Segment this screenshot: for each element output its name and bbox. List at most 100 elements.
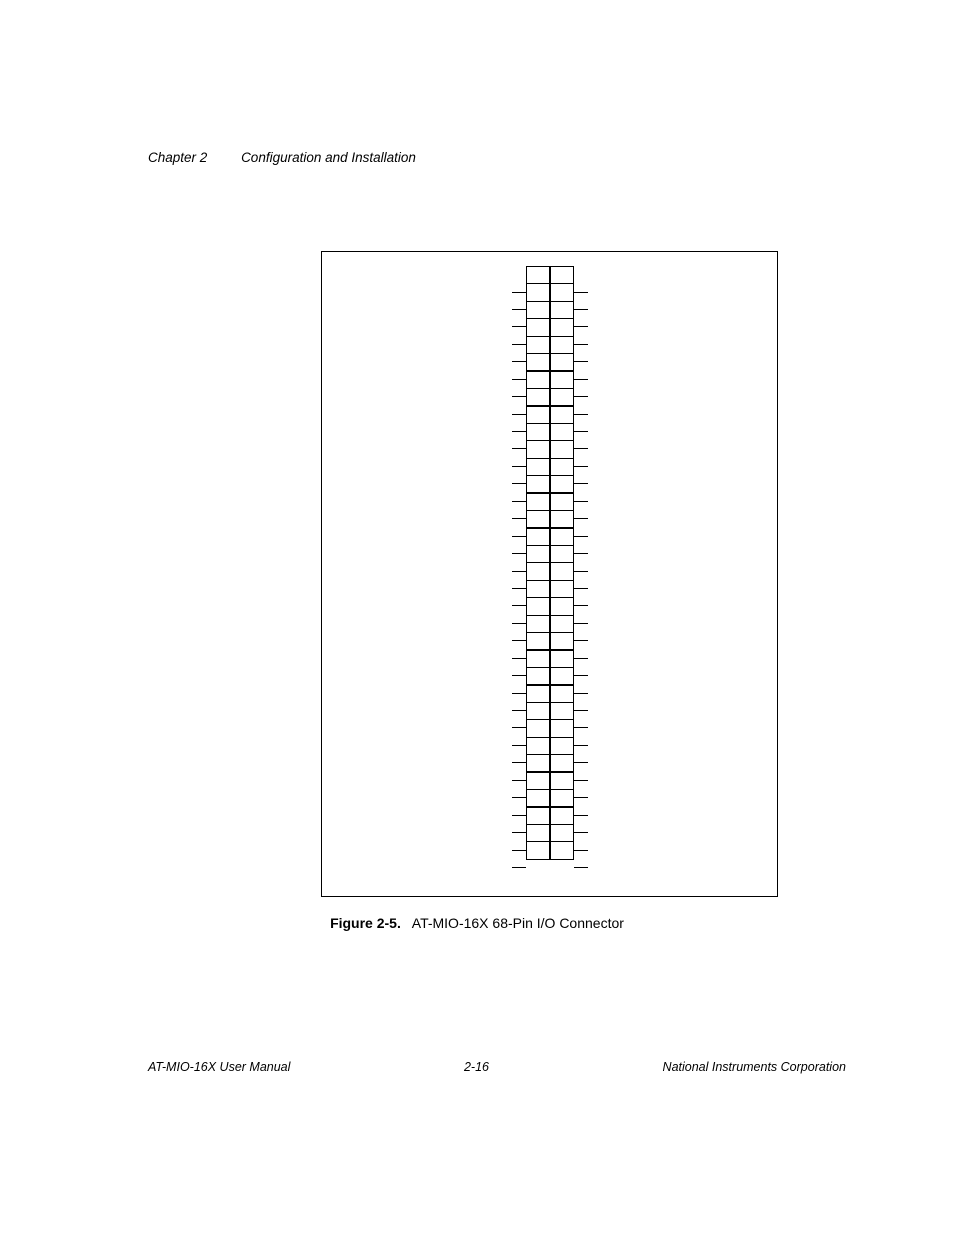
pin-cell [526, 510, 550, 528]
pin-stub-left [512, 379, 526, 397]
pin-stub-right [574, 536, 588, 554]
pin-stub-left [512, 431, 526, 449]
pin-stub-right [574, 693, 588, 711]
pin-cell [526, 528, 550, 546]
pin-cell [550, 458, 574, 476]
pin-cell [526, 632, 550, 650]
pin-stub-left [512, 832, 526, 850]
pin-cell [550, 493, 574, 511]
pin-stub-right [574, 274, 588, 292]
pin-cell [550, 283, 574, 301]
pin-cell [550, 388, 574, 406]
pin-stub-right [574, 344, 588, 362]
pin-cell [526, 283, 550, 301]
pin-cell [550, 353, 574, 371]
pin-cell [550, 841, 574, 859]
pin-stub-left [512, 449, 526, 467]
pin-stub-left [512, 606, 526, 624]
pin-cell [550, 719, 574, 737]
pin-stub-left [512, 693, 526, 711]
pin-stub-right [574, 763, 588, 781]
page-header: Chapter 2 Configuration and Installation [148, 150, 416, 165]
pin-cell [550, 562, 574, 580]
figure-caption-text: AT-MIO-16X 68-Pin I/O Connector [412, 915, 624, 931]
pin-cell [550, 597, 574, 615]
pin-stub-right [574, 414, 588, 432]
pin-cell [550, 615, 574, 633]
pin-cell [526, 545, 550, 563]
pin-stub-left [512, 327, 526, 345]
footer-left: AT-MIO-16X User Manual [148, 1060, 290, 1074]
pin-cell [526, 807, 550, 825]
pin-stub-right [574, 728, 588, 746]
pin-stub-right [574, 292, 588, 310]
pin-cell [526, 406, 550, 424]
pin-cell [526, 423, 550, 441]
pin-stub-left [512, 797, 526, 815]
pin-cell [526, 719, 550, 737]
pin-cell [526, 336, 550, 354]
pin-column-left [526, 266, 550, 868]
pin-cell [550, 789, 574, 807]
pin-cell [550, 336, 574, 354]
pin-stub-left [512, 780, 526, 798]
pin-stub-right [574, 518, 588, 536]
pin-cell [550, 754, 574, 772]
pin-stub-right [574, 780, 588, 798]
pin-cell [550, 423, 574, 441]
pin-stub-left [512, 815, 526, 833]
pin-cell [550, 772, 574, 790]
pin-stub-left [512, 850, 526, 868]
pin-cell [526, 353, 550, 371]
pin-stub-left [512, 553, 526, 571]
pin-cell [526, 371, 550, 389]
pin-stub-right [574, 850, 588, 868]
pin-cell [550, 737, 574, 755]
pin-cell [526, 475, 550, 493]
pin-cell [550, 824, 574, 842]
pin-cell [550, 510, 574, 528]
pin-stub-right [574, 623, 588, 641]
connector-diagram [322, 266, 777, 868]
pin-stub-left [512, 501, 526, 519]
pin-cell [526, 841, 550, 859]
pin-cell [526, 562, 550, 580]
figure-frame [321, 251, 778, 897]
pin-cell [550, 667, 574, 685]
pin-stub-right [574, 815, 588, 833]
pin-stub-right [574, 466, 588, 484]
pin-cell [526, 580, 550, 598]
footer-center: 2-16 [464, 1060, 489, 1074]
pin-stub-right [574, 797, 588, 815]
pin-stub-right [574, 658, 588, 676]
pin-cell [526, 754, 550, 772]
pin-cell [550, 528, 574, 546]
pin-stub-right [574, 396, 588, 414]
pin-cell [550, 545, 574, 563]
pin-stub-right [574, 362, 588, 380]
pin-stub-left [512, 484, 526, 502]
pin-cell [550, 807, 574, 825]
pin-cell [550, 685, 574, 703]
pin-cell [526, 440, 550, 458]
pin-cell [526, 597, 550, 615]
pin-stub-right [574, 379, 588, 397]
pin-cell [550, 475, 574, 493]
pin-stub-left [512, 588, 526, 606]
pin-stub-left [512, 309, 526, 327]
chapter-title: Configuration and Installation [241, 150, 416, 165]
pin-stub-right [574, 745, 588, 763]
pin-cell [526, 650, 550, 668]
figure-label: Figure 2-5. [330, 915, 401, 931]
pin-cell [526, 458, 550, 476]
pin-stub-right [574, 501, 588, 519]
pin-stub-left [512, 536, 526, 554]
pin-cell [526, 493, 550, 511]
pin-stub-left-col [512, 266, 526, 868]
pin-stub-right [574, 571, 588, 589]
pin-cell [550, 318, 574, 336]
footer-right: National Instruments Corporation [663, 1060, 846, 1074]
pin-stub-left [512, 518, 526, 536]
pin-stub-right [574, 327, 588, 345]
pin-stub-left [512, 728, 526, 746]
